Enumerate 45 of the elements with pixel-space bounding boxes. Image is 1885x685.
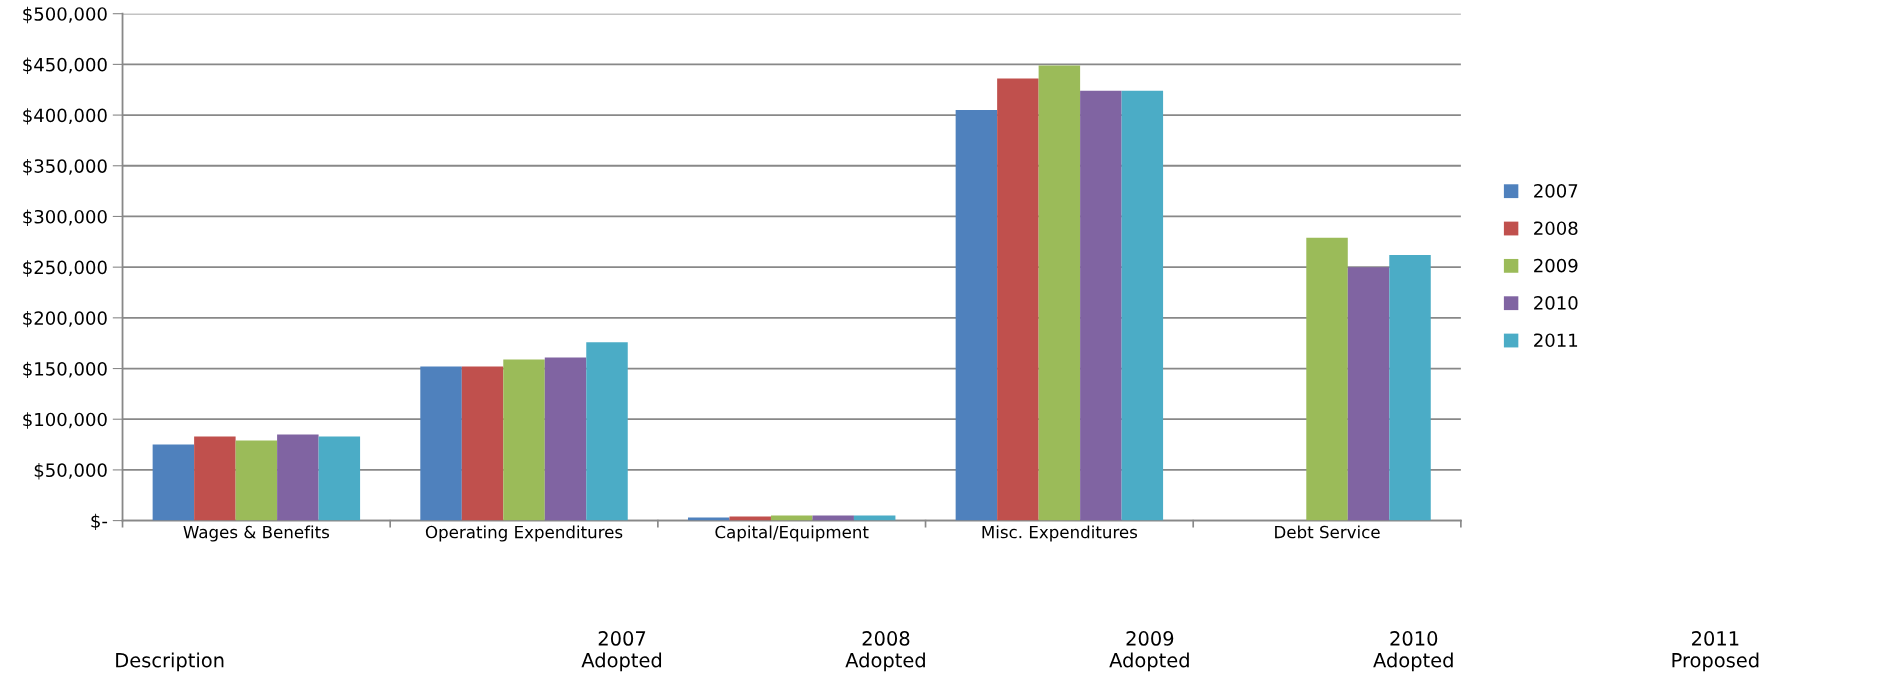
x-tick-label: Capital/Equipment bbox=[715, 525, 869, 542]
x-tick-label: Wages & Benefits bbox=[183, 525, 330, 542]
bar bbox=[586, 342, 628, 521]
legend-label: 2010 bbox=[1534, 296, 1578, 310]
bar bbox=[1347, 267, 1390, 521]
y-tick-label: $350,000 bbox=[23, 158, 107, 176]
y-tick-label: $150,000 bbox=[23, 361, 107, 379]
bar bbox=[1080, 90, 1122, 521]
bar bbox=[503, 359, 545, 521]
text: 2008 Adopted bbox=[845, 631, 925, 672]
bar bbox=[1038, 65, 1081, 521]
text: 2007 Adopted bbox=[581, 631, 662, 672]
x-tick-label: Debt Service bbox=[1275, 525, 1380, 539]
text: 2011 Proposed bbox=[1672, 631, 1759, 672]
bar bbox=[235, 440, 278, 521]
text: Description bbox=[116, 652, 224, 672]
legend-label: 2011 bbox=[1534, 333, 1578, 348]
legend-label: 2008 bbox=[1534, 221, 1578, 236]
y-tick-label: $300,000 bbox=[23, 209, 107, 226]
text: 2010 Adopted bbox=[1373, 631, 1453, 672]
bar bbox=[955, 110, 998, 521]
y-tick-label: $50,000 bbox=[34, 463, 107, 480]
bar bbox=[461, 366, 504, 521]
text: 2009 Adopted bbox=[1109, 631, 1189, 672]
x-tick-label: Operating Expenditures bbox=[425, 525, 623, 542]
bar bbox=[1306, 237, 1348, 521]
y-tick-label: $250,000 bbox=[23, 260, 107, 277]
bar bbox=[997, 78, 1039, 521]
bar bbox=[544, 357, 587, 521]
bar bbox=[194, 436, 236, 521]
bar bbox=[420, 366, 462, 521]
bar bbox=[277, 434, 319, 521]
legend-label: 2007 bbox=[1534, 184, 1578, 198]
bar bbox=[1389, 254, 1431, 521]
bar bbox=[318, 436, 361, 521]
y-tick-label: $500,000 bbox=[23, 6, 107, 24]
y-tick-label: $100,000 bbox=[23, 412, 107, 429]
y-tick-label: $200,000 bbox=[23, 310, 107, 328]
legend-label: 2009 bbox=[1534, 258, 1578, 273]
y-tick-label: $- bbox=[91, 513, 108, 531]
bar bbox=[152, 444, 195, 521]
y-tick-label: $400,000 bbox=[23, 108, 107, 125]
y-tick-label: $450,000 bbox=[23, 57, 107, 74]
x-tick-label: Misc. Expenditures bbox=[982, 525, 1138, 542]
bar bbox=[1121, 90, 1164, 521]
